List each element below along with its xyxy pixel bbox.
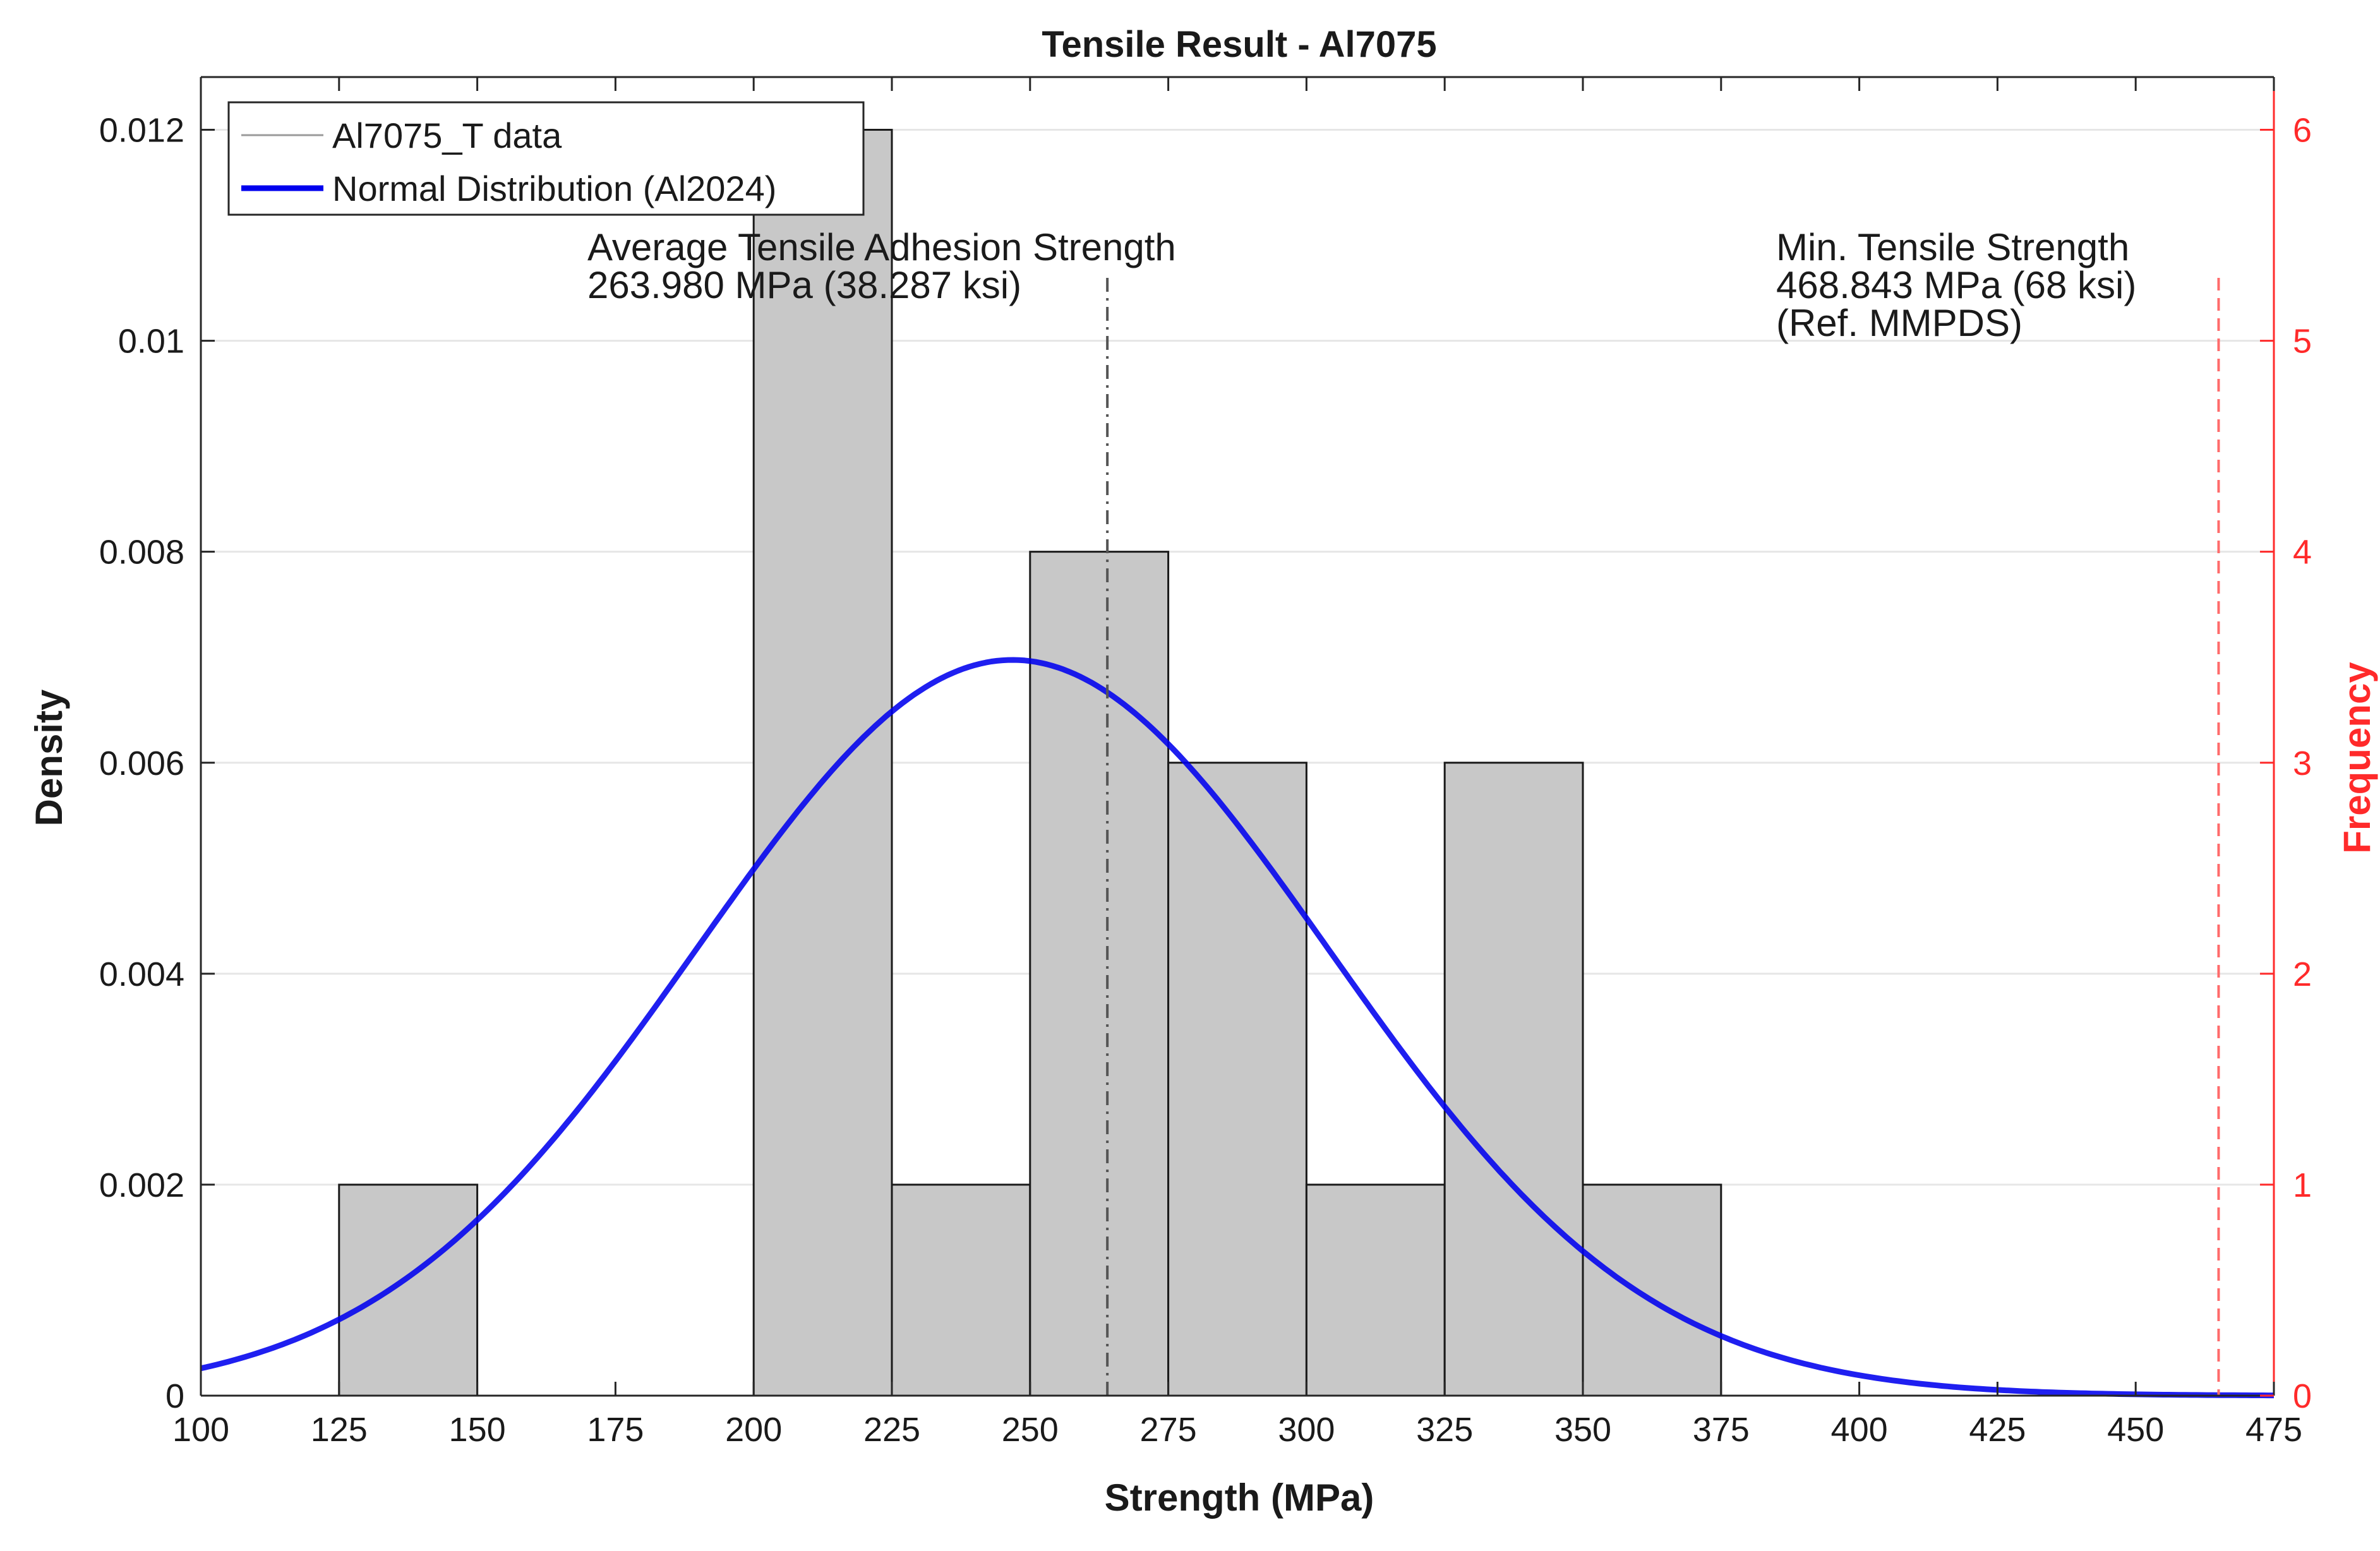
- x-tick-label-11: 375: [1693, 1411, 1750, 1449]
- x-tick-label-4: 200: [725, 1411, 782, 1449]
- reference-line-0-label-1: 263.980 MPa (38.287 ksi): [587, 264, 1021, 306]
- x-tick-label-13: 425: [1969, 1411, 2026, 1449]
- legend-box: [227, 101, 865, 216]
- y-right-tick-label-6: 6: [2293, 112, 2312, 150]
- x-tick-label-1: 125: [311, 1411, 368, 1449]
- x-tick-label-9: 325: [1416, 1411, 1473, 1449]
- y-tick-label-1: 0.002: [99, 1166, 184, 1204]
- x-tick-label-14: 450: [2107, 1411, 2164, 1449]
- y-tick-label-4: 0.008: [99, 534, 184, 572]
- y-right-tick-label-5: 5: [2293, 323, 2312, 361]
- x-tick-label-7: 275: [1140, 1411, 1197, 1449]
- y-right-tick-label-2: 2: [2293, 955, 2312, 993]
- normal-curve: [200, 657, 2274, 1399]
- histogram-bar-6: [1167, 762, 1307, 1397]
- x-tick-label-0: 100: [172, 1411, 229, 1449]
- y-axis-right-label: Frequency: [2336, 662, 2378, 854]
- y-tick-label-6: 0.012: [99, 112, 184, 150]
- legend: Al7075_T data Normal Distribution (Al202…: [227, 101, 865, 216]
- y-tick-label-2: 0.004: [99, 955, 184, 993]
- histogram-bar-7: [1305, 1183, 1446, 1397]
- x-tick-label-2: 150: [449, 1411, 506, 1449]
- y-tick-label-0: 0: [165, 1377, 184, 1415]
- reference-line-1-label-1: 468.843 MPa (68 ksi): [1776, 264, 2136, 306]
- x-tick-label-15: 475: [2245, 1411, 2302, 1449]
- reference-line-1-label-0: Min. Tensile Strength: [1776, 226, 2129, 268]
- histogram-bar-9: [1582, 1183, 1722, 1397]
- legend-entry-normal: Normal Distribution (Al2024): [332, 169, 776, 208]
- histogram-bar-4: [891, 1183, 1031, 1397]
- chart-title: Tensile Result - Al7075: [1042, 24, 1436, 65]
- y-tick-label-3: 0.006: [99, 745, 184, 782]
- x-axis-label: Strength (MPa): [1105, 1476, 1374, 1519]
- x-tick-label-8: 300: [1278, 1411, 1335, 1449]
- reference-line-1-label-2: (Ref. MMPDS): [1776, 302, 2022, 344]
- y-axis-label: Density: [28, 689, 70, 826]
- y-right-tick-label-3: 3: [2293, 745, 2312, 782]
- tick-labels: 100 125 150 175 200 225 250 275 300 325 350 375 400 4…: [99, 112, 2312, 1449]
- y-right-tick-label-4: 4: [2293, 534, 2312, 572]
- histogram-bar-3: [752, 129, 893, 1397]
- axes: [200, 76, 2275, 1397]
- reference-line-0-label-0: Average Tensile Adhesion Strength: [587, 226, 1176, 268]
- reference-lines: [1106, 278, 2220, 1396]
- y-tick-label-5: 0.01: [118, 323, 184, 361]
- histogram-bar-8: [1443, 762, 1584, 1397]
- x-tick-label-3: 175: [587, 1411, 644, 1449]
- legend-entry-data: Al7075_T data: [332, 116, 562, 155]
- histogram-bar-0: [338, 1183, 479, 1397]
- annotations: Average Tensile Adhesion Strength263.980…: [587, 226, 2136, 344]
- histogram-bar-5: [1029, 551, 1170, 1397]
- normal-distribution-line: [200, 657, 2274, 1399]
- x-tick-label-6: 250: [1002, 1411, 1059, 1449]
- x-tick-label-12: 400: [1831, 1411, 1888, 1449]
- x-tick-label-10: 350: [1554, 1411, 1611, 1449]
- y-right-tick-label-1: 1: [2293, 1166, 2312, 1204]
- y-right-tick-label-0: 0: [2293, 1377, 2312, 1415]
- x-tick-label-5: 225: [863, 1411, 920, 1449]
